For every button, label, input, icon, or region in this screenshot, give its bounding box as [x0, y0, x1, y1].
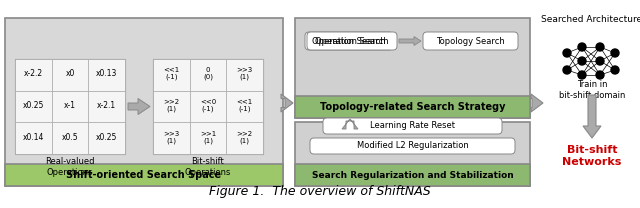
- Text: x-1: x-1: [64, 101, 76, 110]
- Text: Shift-oriented Search Space: Shift-oriented Search Space: [67, 170, 221, 180]
- Bar: [295, 122, 530, 186]
- Bar: [295, 164, 530, 186]
- Polygon shape: [531, 94, 543, 112]
- Circle shape: [611, 49, 619, 57]
- Bar: [153, 91, 189, 122]
- Bar: [15, 122, 52, 154]
- Text: Operation Search: Operation Search: [315, 36, 389, 46]
- Bar: [52, 122, 88, 154]
- Bar: [153, 59, 189, 91]
- FancyBboxPatch shape: [305, 32, 393, 50]
- FancyBboxPatch shape: [423, 32, 518, 50]
- Bar: [227, 91, 263, 122]
- Bar: [88, 122, 125, 154]
- Text: <<0
(-1): <<0 (-1): [200, 99, 216, 112]
- Circle shape: [578, 43, 586, 51]
- Text: >>3
(1): >>3 (1): [237, 67, 253, 80]
- FancyBboxPatch shape: [310, 138, 515, 154]
- Circle shape: [611, 66, 619, 74]
- Text: <<1
(-1): <<1 (-1): [237, 99, 253, 112]
- Text: x0.13: x0.13: [96, 69, 117, 78]
- Bar: [15, 59, 125, 154]
- Text: Figure 1.  The overview of ShiftNAS: Figure 1. The overview of ShiftNAS: [209, 185, 431, 198]
- Text: <<1
(-1): <<1 (-1): [163, 67, 179, 80]
- Text: x0.25: x0.25: [22, 101, 44, 110]
- Circle shape: [596, 43, 604, 51]
- Bar: [52, 91, 88, 122]
- Text: x-2.2: x-2.2: [24, 69, 43, 78]
- Text: Bit-shift
Networks: Bit-shift Networks: [563, 145, 621, 167]
- Circle shape: [578, 71, 586, 79]
- Bar: [227, 59, 263, 91]
- Bar: [15, 59, 52, 91]
- Bar: [153, 122, 189, 154]
- Text: Learning Rate Reset: Learning Rate Reset: [370, 121, 455, 130]
- Text: >>1
(1): >>1 (1): [200, 131, 216, 144]
- FancyBboxPatch shape: [307, 32, 397, 50]
- Polygon shape: [281, 94, 293, 112]
- Text: x0: x0: [65, 69, 75, 78]
- Bar: [295, 18, 530, 118]
- Bar: [295, 96, 530, 118]
- Polygon shape: [342, 119, 358, 129]
- Text: x-2.1: x-2.1: [97, 101, 116, 110]
- Text: Topology Search: Topology Search: [436, 36, 505, 46]
- Bar: [189, 122, 227, 154]
- Bar: [52, 59, 88, 91]
- Text: Modified L2 Regularization: Modified L2 Regularization: [356, 141, 468, 151]
- Bar: [227, 122, 263, 154]
- Text: Topology-related Search Strategy: Topology-related Search Strategy: [320, 102, 505, 112]
- Polygon shape: [399, 36, 421, 46]
- Circle shape: [596, 71, 604, 79]
- Polygon shape: [128, 99, 150, 114]
- Text: x0.14: x0.14: [22, 133, 44, 142]
- Text: x0.5: x0.5: [61, 133, 78, 142]
- Bar: [88, 91, 125, 122]
- Bar: [5, 164, 283, 186]
- Text: Train in
bit-shift domain: Train in bit-shift domain: [559, 80, 625, 100]
- Text: Search Regularization and Stabilization: Search Regularization and Stabilization: [312, 171, 513, 180]
- Circle shape: [563, 66, 571, 74]
- Circle shape: [596, 57, 604, 65]
- Text: Real-valued
Operations: Real-valued Operations: [45, 157, 95, 177]
- Text: 0
(0): 0 (0): [203, 67, 213, 80]
- Text: Operation Search: Operation Search: [312, 36, 386, 46]
- Bar: [153, 59, 263, 154]
- Text: Searched Architecture: Searched Architecture: [541, 15, 640, 24]
- Bar: [88, 59, 125, 91]
- Bar: [15, 91, 52, 122]
- Text: >>2
(1): >>2 (1): [237, 131, 253, 144]
- Text: >>2
(1): >>2 (1): [163, 99, 179, 112]
- Polygon shape: [583, 95, 601, 138]
- Bar: [5, 18, 283, 186]
- Circle shape: [563, 49, 571, 57]
- Bar: [189, 59, 227, 91]
- Circle shape: [578, 57, 586, 65]
- Text: x0.25: x0.25: [96, 133, 117, 142]
- FancyBboxPatch shape: [323, 118, 502, 134]
- Text: Bit-shift
Operations: Bit-shift Operations: [185, 157, 231, 177]
- Text: >>3
(1): >>3 (1): [163, 131, 179, 144]
- Bar: [189, 91, 227, 122]
